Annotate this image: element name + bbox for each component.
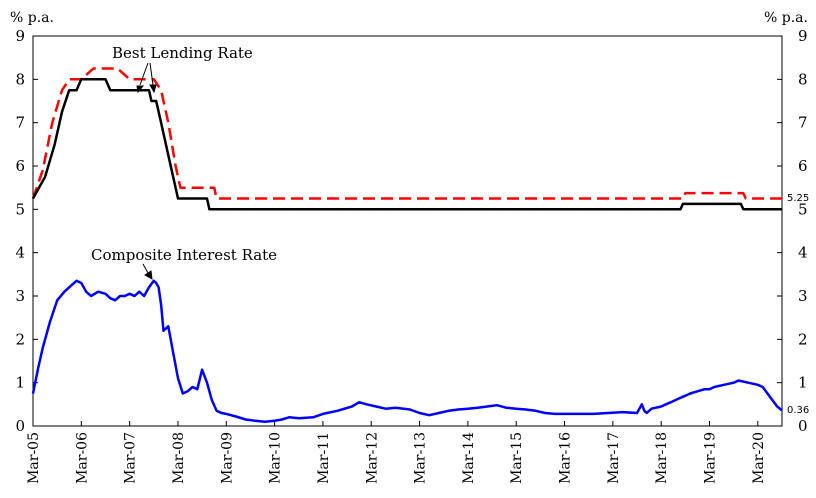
y-unit-left: % p.a.: [10, 10, 54, 26]
end-label-composite-interest-rate: 0.36: [787, 405, 809, 416]
x-tick-label: Mar-19: [703, 432, 719, 484]
annotation-best-lending-rate: Best Lending Rate: [112, 44, 253, 62]
plot-frame: [32, 35, 783, 427]
y-tick-label-left: 7: [15, 114, 25, 132]
x-axis-ticks: Mar-05 Mar-06 Mar-07 Mar-08 Mar-09 Mar-10 Mar-…: [26, 421, 767, 484]
y-axis-ticks: 0 0 1 1 2 2 3 3 4 4 5 5 6 6 7 7 8 8 9 9: [15, 27, 807, 435]
x-tick-label: Mar-11: [316, 432, 332, 484]
end-label-best-lending-rate: 5.25: [787, 193, 809, 204]
y-tick-label-right: 8: [798, 70, 808, 88]
x-tick-label: Mar-20: [751, 432, 767, 484]
annotation-arrow-composite-interest-rate: [142, 263, 153, 280]
y-tick-label-left: 3: [15, 287, 25, 305]
x-tick-label: Mar-14: [461, 432, 477, 484]
y-tick-label-right: 2: [798, 330, 808, 348]
x-tick-label: Mar-05: [26, 432, 42, 484]
y-tick-label-right: 6: [798, 157, 808, 175]
y-tick-label-right: 0: [798, 417, 808, 435]
y-tick-label-left: 1: [15, 374, 25, 392]
x-tick-label: Mar-13: [413, 432, 429, 484]
y-unit-right: % p.a.: [764, 10, 808, 26]
x-tick-label: Mar-16: [558, 432, 574, 484]
y-tick-label-left: 2: [15, 330, 25, 348]
x-tick-label: Mar-06: [74, 432, 90, 484]
x-tick-label: Mar-18: [654, 432, 670, 484]
series-line-2: [31, 279, 783, 423]
x-tick-label: Mar-08: [171, 432, 187, 484]
x-tick-label: Mar-09: [219, 432, 235, 484]
series-line-0: [31, 67, 782, 200]
y-tick-label-right: 9: [798, 27, 808, 45]
y-tick-label-right: 4: [798, 244, 808, 262]
x-tick-label: Mar-12: [364, 432, 380, 484]
series-line-1: [31, 78, 782, 211]
y-tick-label-left: 8: [15, 70, 25, 88]
y-tick-label-left: 6: [15, 157, 25, 175]
series-lines: [31, 67, 783, 423]
y-tick-label-left: 9: [15, 27, 25, 45]
y-tick-label-left: 4: [15, 244, 25, 262]
y-tick-label-right: 7: [798, 114, 808, 132]
y-tick-label-right: 5: [798, 200, 808, 218]
y-tick-label-right: 1: [798, 374, 808, 392]
y-tick-label-left: 0: [15, 417, 25, 435]
y-tick-label-left: 5: [15, 200, 25, 218]
x-tick-label: Mar-10: [268, 432, 284, 484]
annotation-composite-interest-rate: Composite Interest Rate: [91, 246, 277, 264]
y-tick-label-right: 3: [798, 287, 808, 305]
annotation-arrows-best-lending-rate: [136, 62, 157, 94]
x-tick-label: Mar-15: [509, 432, 525, 484]
x-tick-label: Mar-17: [606, 432, 622, 484]
x-tick-label: Mar-07: [123, 432, 139, 484]
